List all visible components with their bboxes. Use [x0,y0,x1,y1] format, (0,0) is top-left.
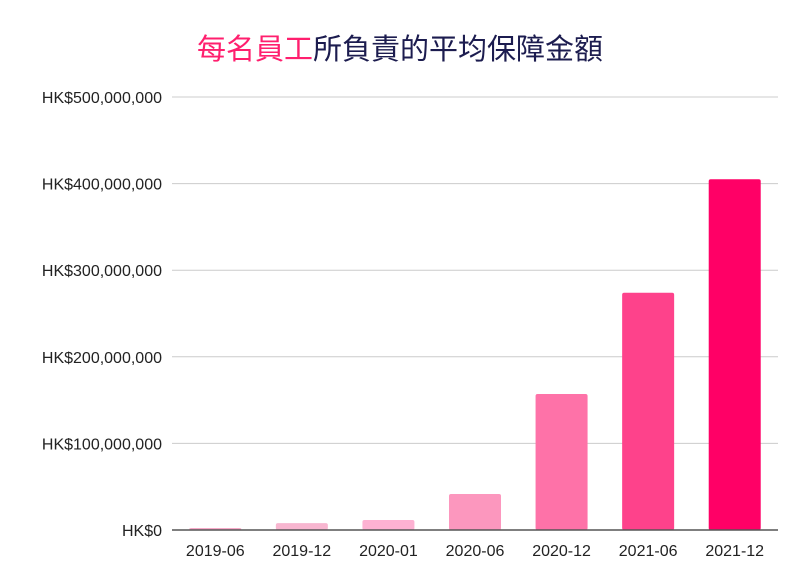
y-tick-label: HK$300,000,000 [42,263,162,280]
x-tick-label: 2020-06 [446,543,505,560]
x-tick-label: 2020-01 [359,543,418,560]
x-tick-label: 2019-12 [272,543,331,560]
y-tick-label: HK$0 [122,523,162,540]
chart-title: 每名員工所負責的平均保障金額 [0,26,800,68]
y-tick-label: HK$500,000,000 [42,90,162,107]
chart-title-highlight: 每名員工 [196,32,313,66]
y-tick-label: HK$200,000,000 [42,350,162,367]
y-tick-label: HK$100,000,000 [42,436,162,453]
x-tick-label: 2021-06 [619,543,678,560]
bar-2020-12 [535,394,588,530]
bar-2019-12 [275,523,328,530]
bar-2021-12 [708,179,761,530]
x-tick-label: 2020-12 [532,543,591,560]
x-tick-label: 2019-06 [186,543,245,560]
y-tick-label: HK$400,000,000 [42,177,162,194]
x-tick-label: 2021-12 [705,543,764,560]
bar-2020-01 [362,520,415,530]
chart-title-rest: 所負責的平均保障金額 [313,32,604,66]
bar-2021-06 [622,292,675,530]
bar-2020-06 [449,494,501,530]
